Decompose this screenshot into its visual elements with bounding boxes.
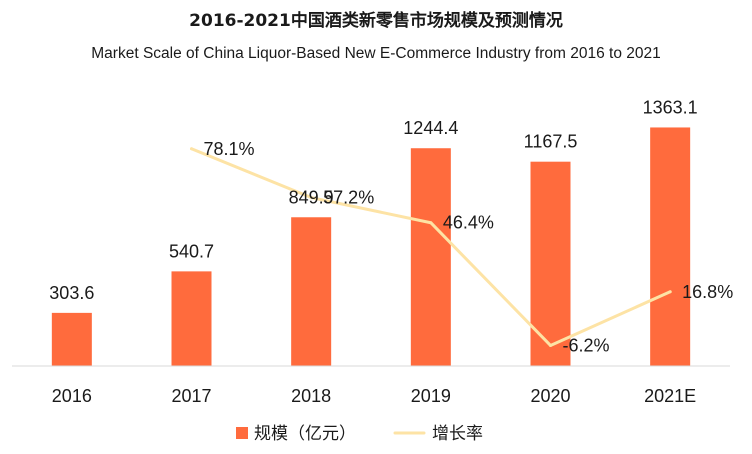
x-tick-2020: 2020 (530, 386, 570, 406)
x-tick-2019: 2019 (411, 386, 451, 406)
legend-label-bar: 规模（亿元） (254, 424, 356, 443)
growth-label-2019: 46.4% (443, 213, 494, 233)
growth-point-2018 (309, 196, 313, 200)
growth-label-2018: 57.2% (323, 188, 374, 208)
x-tick-2016: 2016 (52, 386, 92, 406)
x-tick-2021E: 2021E (644, 386, 696, 406)
bar-2016 (51, 312, 92, 366)
bar-2021E (650, 127, 691, 367)
chart-subtitle: Market Scale of China Liquor-Based New E… (91, 45, 661, 62)
chart-title: 2016-2021中国酒类新零售市场规模及预测情况 (189, 11, 563, 31)
bar-label-2019: 1244.4 (403, 118, 458, 138)
x-tick-2017: 2017 (171, 386, 211, 406)
growth-label-2020: -6.2% (563, 335, 610, 355)
legend-swatch-bar (236, 427, 248, 439)
legend-label-line: 增长率 (432, 424, 483, 443)
bar-2017 (171, 271, 212, 366)
growth-point-2017 (190, 147, 193, 151)
x-tick-2018: 2018 (291, 386, 331, 406)
growth-label-2021E: 16.8% (682, 282, 733, 302)
growth-label-2017: 78.1% (204, 139, 255, 159)
bar-label-2020: 1167.5 (524, 132, 578, 152)
bar-2019 (410, 148, 451, 366)
growth-point-2021E (668, 290, 672, 294)
bar-label-2021E: 1363.1 (643, 97, 698, 117)
growth-point-2019 (429, 221, 433, 225)
bar-label-2018: 849.9 (289, 187, 334, 207)
growth-point-2020 (549, 343, 552, 347)
bar-label-2017: 540.7 (169, 241, 214, 261)
bar-label-2016: 303.6 (49, 283, 94, 303)
bar-2018 (291, 217, 332, 366)
